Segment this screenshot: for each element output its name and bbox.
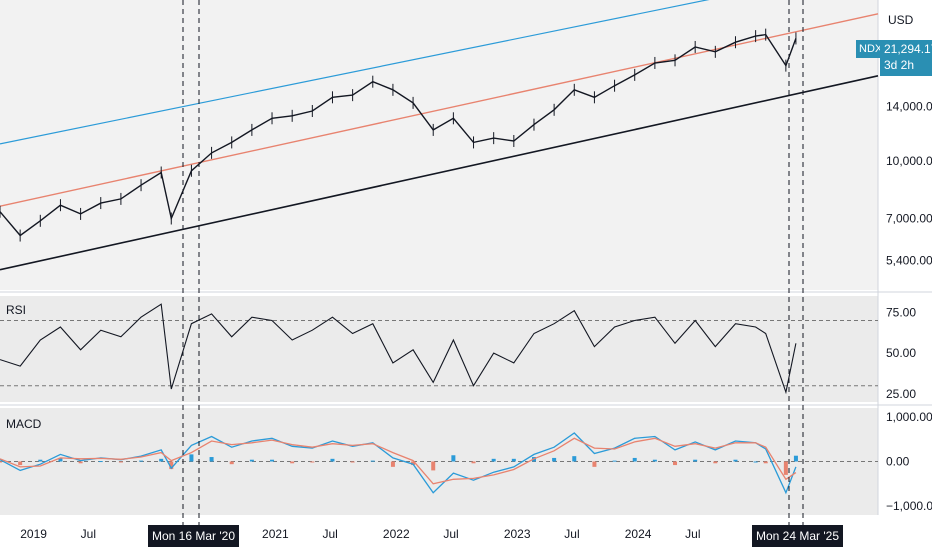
x-tick-label: 2023 — [504, 527, 531, 541]
x-tick-label: 2019 — [20, 527, 47, 541]
macd-histogram-bar — [763, 461, 768, 464]
macd-histogram-bar — [390, 461, 395, 467]
rsi-tick-label: 75.00 — [886, 305, 916, 319]
x-tick-label: Jul — [564, 527, 579, 541]
macd-histogram-bar — [98, 461, 103, 463]
signal-line — [0, 437, 797, 485]
macd-histogram-bar — [78, 461, 83, 464]
macd-histogram-bar — [58, 457, 63, 462]
symbol-badge: NDX — [856, 40, 886, 58]
macd-histogram-bar — [451, 455, 456, 462]
macd-histogram-bar — [229, 461, 234, 465]
macd-histogram-bar — [18, 461, 23, 466]
price-tick-label: 5,400.00 — [886, 253, 932, 267]
macd-histogram-bar — [209, 457, 214, 462]
last-price-badge: 21,294.17 3d 2h — [880, 40, 932, 76]
macd-histogram-bar — [673, 461, 678, 466]
x-tick-label: Jul — [685, 527, 700, 541]
bar-countdown: 3d 2h — [884, 58, 915, 72]
price-tick-label: 14,000.00 — [886, 99, 932, 113]
macd-line — [0, 432, 797, 495]
macd-title: MACD — [6, 417, 42, 431]
macd-histogram-bar — [270, 459, 275, 462]
macd-tick-label: 0.00 — [886, 455, 910, 469]
price-series — [0, 33, 797, 237]
macd-histogram-bar — [411, 461, 416, 466]
price-pane-bg — [0, 0, 878, 290]
macd-histogram-bar — [118, 461, 123, 463]
macd-histogram-bar — [693, 459, 698, 462]
currency-label: USD — [888, 13, 914, 27]
event-flag-1: Mon 16 Mar '20 — [148, 525, 239, 547]
macd-histogram-bar — [793, 455, 798, 462]
macd-histogram-bar — [169, 461, 174, 470]
macd-histogram-bar — [189, 454, 194, 462]
macd-histogram-bar — [783, 461, 788, 475]
macd-histogram-bar — [350, 461, 355, 463]
channel-lower — [0, 75, 879, 271]
rsi-series — [0, 303, 797, 395]
last-price-value: 21,294.17 — [884, 42, 932, 56]
macd-histogram-bar — [612, 460, 617, 462]
macd-histogram-bar — [310, 461, 315, 463]
macd-histogram-bar — [38, 459, 43, 462]
x-tick-label: Jul — [322, 527, 337, 541]
macd-histogram-bar — [330, 458, 335, 462]
x-tick-label: Jul — [81, 527, 96, 541]
macd-histogram-bar — [491, 458, 496, 462]
x-tick-label: 2024 — [625, 527, 652, 541]
event-flag-2: Mon 24 Mar '25 — [752, 525, 843, 547]
rsi-tick-label: 50.00 — [886, 346, 916, 360]
macd-histogram-bar — [139, 460, 144, 462]
macd-histogram-bar — [733, 459, 738, 462]
x-tick-label: Jul — [443, 527, 458, 541]
macd-histogram-bar — [159, 458, 164, 462]
channel-upper — [0, 0, 710, 145]
macd-histogram-bar — [753, 461, 758, 463]
x-tick-label: 2021 — [262, 527, 289, 541]
macd-histogram-bar — [431, 461, 436, 471]
macd-histogram-bar — [632, 457, 637, 462]
macd-tick-label: −1,000.00 — [886, 499, 932, 513]
macd-histogram-bar — [471, 461, 476, 464]
macd-histogram-bar — [592, 461, 597, 467]
price-tick-label: 10,000.00 — [886, 154, 932, 168]
macd-pane-bg — [0, 408, 878, 515]
macd-histogram-bar — [511, 458, 516, 462]
rsi-pane-bg — [0, 296, 878, 402]
macd-histogram-bar — [290, 461, 295, 464]
macd-histogram-bar — [370, 460, 375, 462]
macd-histogram-bar — [652, 459, 657, 462]
macd-tick-label: 1,000.00 — [886, 410, 932, 424]
channel-mid — [0, 13, 879, 207]
macd-histogram-bar — [249, 459, 254, 462]
macd-histogram-bar — [572, 456, 577, 462]
macd-histogram-bar — [552, 457, 557, 462]
price-tick-label: 7,000.00 — [886, 211, 932, 225]
rsi-tick-label: 25.00 — [886, 387, 916, 401]
macd-histogram-bar — [713, 461, 718, 464]
macd-histogram-bar — [0, 461, 2, 463]
x-tick-label: 2022 — [383, 527, 410, 541]
rsi-title: RSI — [6, 303, 26, 317]
